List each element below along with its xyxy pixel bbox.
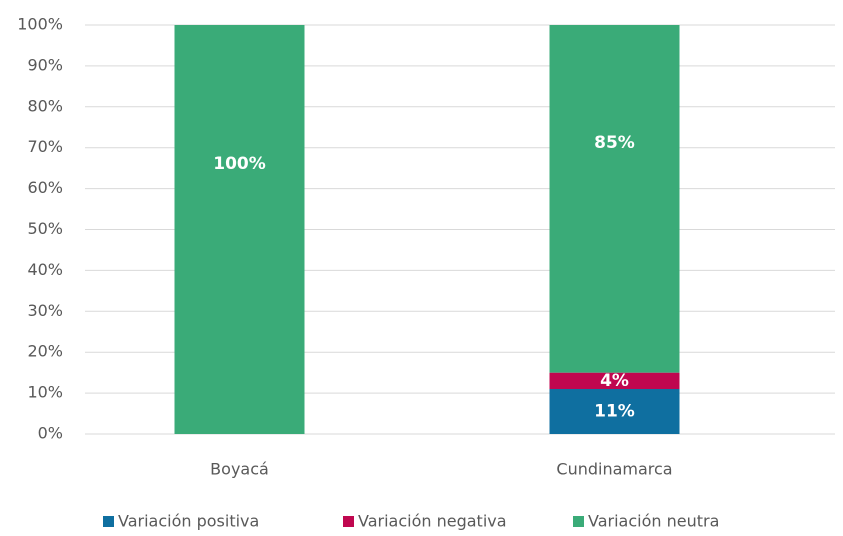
legend-label: Variación negativa	[358, 512, 507, 531]
legend-swatch	[343, 516, 354, 527]
legend-swatch	[573, 516, 584, 527]
bar-segment	[549, 25, 680, 373]
y-tick-label: 60%	[27, 178, 63, 197]
bar-segment	[174, 25, 305, 434]
data-label: 4%	[600, 371, 629, 391]
y-tick-label: 20%	[27, 342, 63, 361]
y-tick-label: 80%	[27, 96, 63, 115]
bar-segment	[549, 389, 680, 434]
data-label: 11%	[594, 402, 635, 422]
y-tick-label: 40%	[27, 260, 63, 279]
legend-swatch	[103, 516, 114, 527]
x-tick-label: Cundinamarca	[556, 460, 672, 479]
y-tick-label: 0%	[38, 424, 63, 443]
x-tick-label: Boyacá	[210, 460, 269, 479]
data-label: 100%	[213, 154, 266, 174]
y-tick-label: 70%	[27, 137, 63, 156]
y-tick-label: 30%	[27, 301, 63, 320]
y-tick-label: 50%	[27, 219, 63, 238]
legend-label: Variación neutra	[588, 512, 719, 531]
y-tick-label: 10%	[27, 383, 63, 402]
y-tick-label: 90%	[27, 55, 63, 74]
y-tick-label: 100%	[17, 15, 63, 34]
bar-segment	[549, 372, 680, 390]
data-label: 85%	[594, 133, 635, 153]
legend-label: Variación positiva	[118, 512, 259, 531]
